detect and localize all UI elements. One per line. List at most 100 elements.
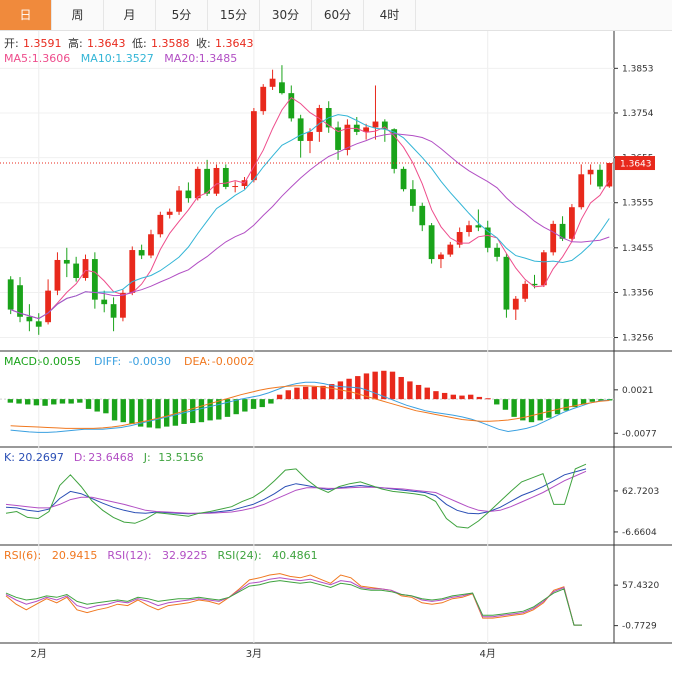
- candle: [213, 164, 220, 196]
- candle-body: [447, 244, 454, 255]
- macd-bar: [146, 399, 153, 428]
- macd-bar: [16, 399, 22, 404]
- candle-body: [73, 263, 80, 279]
- candle: [372, 85, 379, 140]
- candle: [484, 220, 491, 253]
- tab-2[interactable]: 月: [104, 0, 156, 30]
- candle-body: [466, 225, 472, 233]
- tab-0[interactable]: 日: [0, 0, 52, 30]
- candle-body: [7, 279, 14, 310]
- candle: [606, 163, 613, 188]
- macd-bar: [51, 399, 57, 405]
- candle-body: [138, 250, 145, 256]
- candle: [307, 128, 313, 154]
- candle-body: [26, 316, 33, 322]
- candle-body: [204, 168, 211, 194]
- candle-body: [363, 127, 370, 132]
- macd-bar: [94, 399, 100, 412]
- macd-bar: [320, 385, 326, 400]
- rsi24-line: [5, 580, 582, 626]
- tab-5[interactable]: 30分: [260, 0, 312, 30]
- legend-value: -0.0002: [212, 355, 254, 368]
- ma10-line: [10, 114, 610, 320]
- candle-body: [129, 250, 136, 293]
- candle: [409, 180, 416, 212]
- candle-body: [428, 225, 435, 260]
- tab-6[interactable]: 60分: [312, 0, 364, 30]
- candle: [204, 159, 211, 196]
- legend-value: 32.9225: [162, 549, 208, 562]
- candle-body: [213, 167, 220, 194]
- candle: [63, 247, 70, 278]
- macd-bar: [85, 399, 92, 409]
- candle: [344, 119, 351, 156]
- candle-body: [475, 225, 482, 228]
- candle: [35, 313, 42, 335]
- candle: [522, 280, 529, 302]
- macd-bar: [537, 399, 543, 421]
- candle: [91, 252, 98, 309]
- rsi6-line: [5, 573, 582, 626]
- candle: [7, 276, 14, 315]
- candle-body: [63, 259, 70, 264]
- macd-bar: [155, 399, 161, 429]
- candle: [45, 279, 51, 325]
- x-tick-label: 3月: [246, 648, 262, 660]
- macd-bar: [137, 399, 144, 427]
- legend-label: K:: [4, 451, 15, 464]
- macd-bar: [450, 394, 457, 400]
- candle: [335, 121, 341, 160]
- legend-value: 20.2697: [18, 451, 64, 464]
- macd-bar: [433, 391, 439, 400]
- d-line: [5, 470, 587, 514]
- candle-body: [578, 174, 585, 208]
- candle-body: [531, 283, 538, 286]
- macd-bar: [407, 381, 413, 400]
- candle: [381, 119, 388, 142]
- candle-body: [120, 292, 126, 318]
- candle: [288, 85, 295, 122]
- tab-3[interactable]: 5分: [156, 0, 208, 30]
- candle-body: [17, 285, 23, 317]
- macd-bar: [459, 395, 465, 400]
- macd-bar: [441, 392, 448, 400]
- legend-label: MA5:: [4, 52, 32, 65]
- legend-label: J:: [143, 451, 151, 464]
- rsi-panel: [5, 573, 618, 627]
- candle-body: [606, 163, 613, 187]
- legend-label: DIFF:: [94, 355, 121, 368]
- candle-body: [540, 252, 547, 286]
- macd-bar: [250, 399, 257, 409]
- candle: [269, 69, 276, 90]
- macd-bar: [224, 399, 231, 417]
- macd-bar: [424, 387, 430, 400]
- tab-1[interactable]: 周: [52, 0, 104, 30]
- candle-body: [222, 167, 229, 187]
- candle: [73, 256, 80, 282]
- legend-layer: 开: 1.3591 高: 1.3643 低: 1.3588 收: 1.3643 MA5: 1.36…: [4, 36, 318, 562]
- macd-bar: [259, 399, 265, 408]
- macd-bar: [598, 399, 604, 401]
- candle: [447, 241, 454, 257]
- candle: [194, 166, 201, 201]
- tab-4[interactable]: 15分: [208, 0, 260, 30]
- candle-body: [438, 254, 444, 260]
- candle: [148, 229, 154, 259]
- macd-bar: [111, 399, 118, 421]
- period-tabbar: 日周月 5分 15分 30分 60分 4时: [0, 0, 672, 31]
- candle-body: [101, 299, 108, 305]
- candle: [531, 274, 538, 289]
- candle-body: [297, 118, 304, 141]
- macd-bar: [294, 387, 300, 400]
- candle-body: [35, 321, 42, 327]
- candlestick-series: [7, 65, 613, 335]
- candle: [438, 252, 444, 269]
- candle: [279, 65, 285, 95]
- tab-7[interactable]: 4时: [364, 0, 416, 30]
- candle: [166, 208, 173, 219]
- macd-bar: [329, 384, 335, 400]
- macd-bar: [563, 399, 569, 411]
- candle-body: [391, 129, 398, 169]
- macd-bar: [302, 386, 309, 400]
- macd-dea-line: [10, 385, 610, 429]
